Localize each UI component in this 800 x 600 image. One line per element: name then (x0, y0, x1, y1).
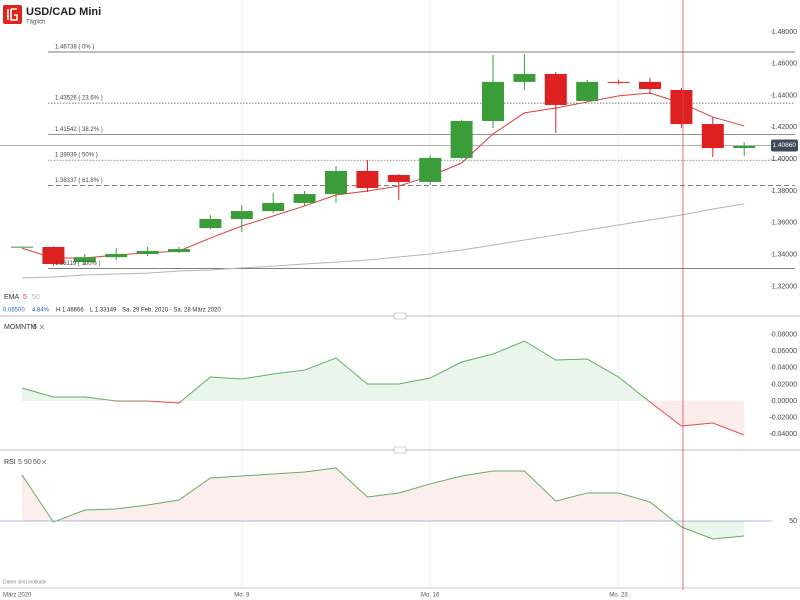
candle-body (544, 73, 567, 105)
ema-line (21, 203, 745, 279)
y-tick-label: 50 (789, 518, 797, 525)
close-icon[interactable] (41, 459, 47, 465)
panel-param: 50 (33, 459, 41, 466)
indicator-name: EMA (4, 294, 20, 301)
y-tick-label: 0.00000 (772, 398, 797, 405)
y-tick-label: 1.34000 (772, 251, 797, 258)
info-change: 4.84% (32, 308, 50, 314)
candle-body (11, 246, 33, 248)
info-value: 0.06500 (3, 308, 25, 314)
last-price-label: 1.40860 (773, 142, 797, 149)
x-tick-label: März 2020 (3, 593, 32, 599)
y-tick-label: 1.46000 (772, 61, 797, 68)
candle-body (230, 211, 253, 219)
ema-line (21, 92, 745, 259)
y-tick-label: 0.04000 (772, 365, 797, 372)
candle-body (419, 157, 442, 182)
fib-label: 1.33119 ( 100% ) (55, 261, 101, 267)
candle-body (670, 90, 693, 125)
panel-title: RSI (4, 459, 16, 466)
resize-handle[interactable] (393, 446, 407, 454)
info-low: L 1.33149 (90, 308, 117, 314)
panel-param: 5 (18, 459, 22, 466)
candle-body (325, 170, 347, 195)
y-tick-label: -0.04000 (769, 431, 797, 438)
x-tick-label: Mo. 23 (609, 593, 628, 599)
fib-label: 1.38337 ( 61.8% ) (55, 178, 103, 184)
panel-param: 5 (33, 324, 37, 331)
candle-body (262, 202, 285, 212)
last-price-box (771, 139, 798, 152)
background-layer (0, 0, 795, 588)
candle-body (513, 73, 536, 82)
y-tick-label: 0.08000 (772, 331, 797, 338)
fib-label: 1.43526 ( 23.6% ) (55, 96, 103, 102)
oscillator-line (21, 467, 745, 540)
resize-handle[interactable] (393, 312, 407, 320)
legend-entry: 50 (32, 294, 40, 301)
x-tick-label: Mo. 9 (234, 593, 250, 599)
ig-logo (3, 5, 22, 24)
candle-body (576, 81, 599, 101)
y-tick-label: 1.36000 (772, 220, 797, 227)
y-tick-label: 1.44000 (772, 92, 797, 99)
candle-body (639, 81, 661, 90)
info-high: H 1.46666 (56, 308, 84, 314)
oscillator-area (22, 468, 745, 539)
y-tick-label: 0.02000 (772, 381, 797, 388)
candle-body (356, 170, 379, 188)
close-icon[interactable] (39, 324, 45, 330)
candle-body (42, 246, 65, 265)
candle-body (733, 145, 756, 149)
candle-body (136, 250, 159, 254)
candle-body (199, 218, 222, 229)
y-tick-label: 1.32000 (772, 283, 797, 290)
candle-body (293, 194, 316, 203)
fib-label: 1.46738 ( 0% ) (55, 45, 94, 51)
y-tick-label: 0.06000 (772, 348, 797, 355)
candle-body (73, 257, 96, 263)
candle-body (701, 124, 724, 149)
oscillator-area (22, 341, 745, 436)
candle-body (168, 249, 190, 253)
y-tick-label: 1.48000 (772, 29, 797, 36)
y-tick-label: 1.42000 (772, 124, 797, 131)
info-range: Sa. 29 Feb. 2020 - Sa. 28 März 2020 (122, 308, 221, 314)
oscillator-line (21, 340, 745, 436)
candle-body (105, 253, 128, 258)
timeframe: Täglich (26, 20, 45, 26)
candle-body (450, 121, 473, 158)
panel-param: 50 (24, 459, 32, 466)
ig-logo-mark (7, 8, 18, 21)
y-tick-label: 1.40000 (772, 156, 797, 163)
fib-label: 1.39939 ( 50% ) (55, 153, 98, 159)
y-tick-label: -0.02000 (769, 414, 797, 421)
disclaimer: Daten sind indikativ (3, 579, 47, 585)
fib-label: 1.41542 ( 38.2% ) (55, 127, 103, 133)
y-tick-label: 1.38000 (772, 188, 797, 195)
panel-title: MOMNTM (4, 324, 36, 331)
candle-body (482, 81, 504, 122)
x-tick-label: Mo. 16 (421, 593, 440, 599)
legend-entry: 5 (23, 294, 27, 301)
overlay-layer: März 2020 Mo. 9 Mo. 16 Mo. 23 1.48000 1.46000… (3, 29, 798, 599)
candle-body (607, 81, 630, 83)
candle-body (387, 174, 410, 182)
instrument-title: USD/CAD Mini (26, 6, 101, 18)
